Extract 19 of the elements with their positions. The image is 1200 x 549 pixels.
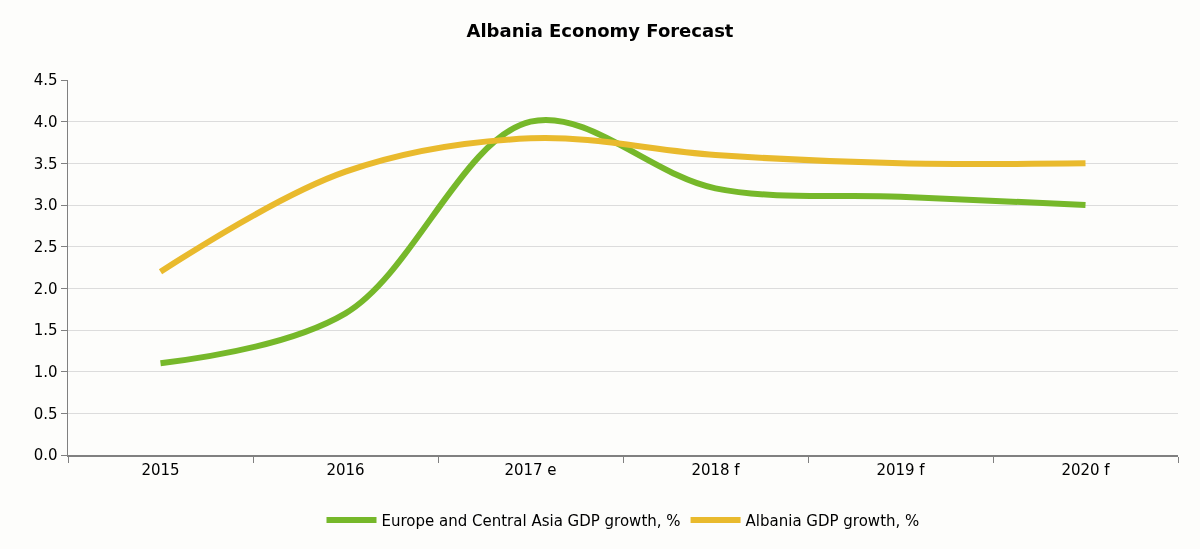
x-tick-label: 2018 f xyxy=(691,460,741,479)
x-tick-label: 2019 f xyxy=(876,460,926,479)
x-tick-label: 2017 e xyxy=(504,460,557,479)
y-tick-label: 4.5 xyxy=(33,71,58,90)
y-tick-label: 1.5 xyxy=(33,321,58,340)
y-tick-label: 2.0 xyxy=(33,279,58,298)
legend-label: Albania GDP growth, % xyxy=(745,511,920,530)
y-tick-label: 0.0 xyxy=(33,446,58,465)
legend-label: Europe and Central Asia GDP growth, % xyxy=(381,511,681,530)
x-tick-label: 2020 f xyxy=(1061,460,1111,479)
y-tick-label: 4.0 xyxy=(33,112,58,131)
chart-title: Albania Economy Forecast xyxy=(466,20,734,42)
x-tick-label: 2016 xyxy=(326,460,365,479)
y-tick-label: 3.0 xyxy=(33,196,58,215)
x-tick-label: 2015 xyxy=(141,460,180,479)
y-tick-label: 3.5 xyxy=(33,154,58,173)
y-tick-label: 1.0 xyxy=(33,362,58,381)
y-tick-label: 2.5 xyxy=(33,237,58,256)
y-tick-label: 0.5 xyxy=(33,404,58,423)
